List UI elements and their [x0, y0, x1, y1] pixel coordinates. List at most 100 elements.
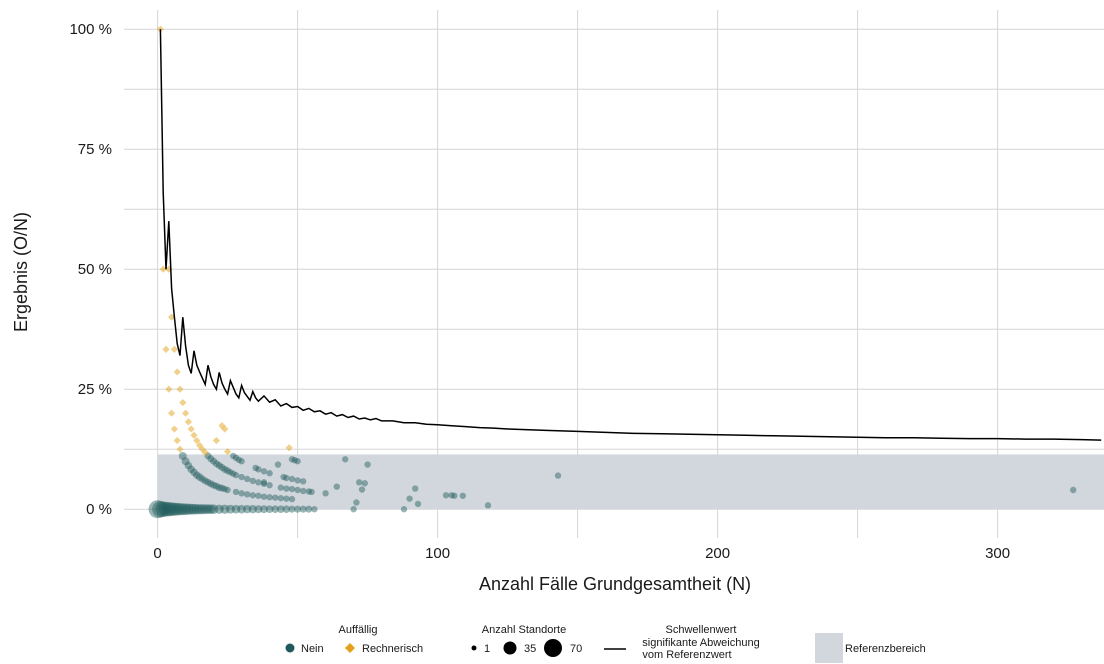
data-point-nein — [260, 480, 268, 487]
legend-size-35-label: 35 — [524, 643, 536, 655]
data-point-rechnerisch — [224, 448, 232, 456]
data-point-rechnerisch — [196, 441, 204, 449]
data-point-nein — [271, 505, 279, 513]
data-point-rechnerisch — [176, 445, 184, 453]
data-point-nein — [210, 457, 218, 465]
data-point-nein — [238, 458, 245, 465]
data-point-rechnerisch — [173, 368, 181, 376]
data-point-rechnerisch — [212, 436, 220, 445]
data-point-nein — [260, 468, 268, 475]
data-point-nein — [406, 495, 413, 502]
data-point-nein — [484, 502, 492, 509]
data-point-nein — [203, 504, 213, 515]
data-point-nein — [164, 502, 179, 517]
data-point-nein — [220, 504, 230, 514]
data-point-nein — [414, 500, 422, 508]
data-point-nein — [554, 472, 562, 479]
data-point-rechnerisch — [162, 345, 170, 353]
data-point-rechnerisch — [193, 436, 201, 445]
data-point-nein — [358, 486, 366, 493]
data-point-nein — [412, 485, 419, 492]
data-point-nein — [311, 506, 318, 513]
legend-nein-label: Nein — [301, 643, 324, 655]
y-axis-tick-labels: 0 % 25 % 50 % 75 % 100 % — [69, 21, 112, 518]
data-point-nein — [207, 480, 215, 488]
data-point-nein — [282, 505, 291, 513]
data-point-nein — [187, 465, 195, 474]
data-point-nein — [232, 488, 240, 496]
data-point-nein — [243, 505, 252, 514]
data-point-nein — [266, 470, 273, 477]
data-point-nein — [356, 479, 363, 486]
data-point-nein — [212, 460, 220, 468]
data-point-nein — [208, 504, 219, 514]
data-point-rechnerisch — [201, 448, 209, 457]
data-point-nein — [232, 454, 240, 462]
legend-size-70-label: 70 — [570, 643, 582, 655]
data-point-rechnerisch — [165, 385, 173, 393]
data-point-nein — [277, 494, 284, 502]
data-point-nein — [170, 502, 184, 516]
data-point-nein — [288, 505, 296, 513]
y-tick-label: 0 % — [86, 501, 112, 518]
data-point-nein — [158, 501, 174, 517]
data-point-nein — [182, 503, 194, 515]
data-point-nein — [451, 492, 458, 499]
data-point-nein — [252, 464, 259, 472]
x-axis-tick-labels: 0 100 200 300 — [153, 545, 1010, 562]
data-point-nein — [260, 493, 268, 500]
data-point-nein — [361, 480, 368, 487]
data-point-nein — [274, 461, 282, 468]
data-point-nein — [148, 500, 167, 519]
legend-threshold: Schwellenwert signifikante Abweichung vo… — [604, 624, 760, 661]
data-point-nein — [291, 457, 298, 464]
legend-size-35-marker — [503, 641, 517, 655]
data-point-nein — [230, 452, 237, 460]
data-point-nein — [221, 465, 229, 473]
data-point-nein — [244, 491, 251, 498]
data-point-nein — [204, 478, 212, 486]
data-point-nein — [288, 456, 296, 463]
legend-threshold-text-2: vom Referenzwert — [642, 649, 731, 661]
y-axis-title: Ergebnis (O/N) — [11, 212, 31, 332]
data-point-nein — [224, 486, 231, 494]
data-point-nein — [255, 479, 262, 486]
legend-reference: Referenzbereich — [815, 633, 926, 663]
plot-panel — [124, 10, 1104, 538]
data-point-nein — [231, 504, 241, 514]
data-point-nein — [190, 468, 198, 477]
data-point-nein — [255, 466, 262, 473]
data-point-nein — [167, 502, 181, 516]
data-point-nein — [255, 492, 262, 499]
data-point-nein — [173, 503, 187, 516]
data-point-nein — [218, 463, 226, 471]
data-point-nein — [277, 484, 284, 491]
data-point-nein — [161, 502, 176, 517]
legend-size-title: Anzahl Standorte — [482, 624, 566, 636]
data-point-nein — [294, 477, 301, 484]
data-point-nein — [300, 487, 307, 495]
data-point-nein — [248, 505, 257, 514]
data-point-nein — [195, 473, 204, 481]
data-point-nein — [459, 492, 466, 499]
data-point-rechnerisch — [170, 425, 178, 433]
data-point-nein — [277, 505, 285, 513]
gridlines — [124, 10, 1104, 538]
data-point-nein — [218, 484, 226, 492]
data-point-nein — [288, 485, 296, 493]
data-point-nein — [294, 458, 301, 465]
data-point-nein — [184, 461, 193, 470]
data-point-nein — [272, 494, 279, 501]
data-point-nein — [249, 492, 256, 499]
data-point-nein — [193, 471, 201, 479]
legend-rechnerisch-marker — [345, 643, 355, 653]
data-point-nein — [235, 456, 242, 463]
data-point-nein — [224, 467, 232, 475]
data-point-nein — [238, 490, 245, 497]
data-point-nein — [188, 503, 200, 515]
data-point-nein — [214, 504, 224, 514]
data-point-nein — [283, 485, 290, 492]
x-axis-title: Anzahl Fälle Grundgesamtheit (N) — [479, 574, 751, 594]
legend-size: Anzahl Standorte 1 35 70 — [471, 624, 582, 657]
